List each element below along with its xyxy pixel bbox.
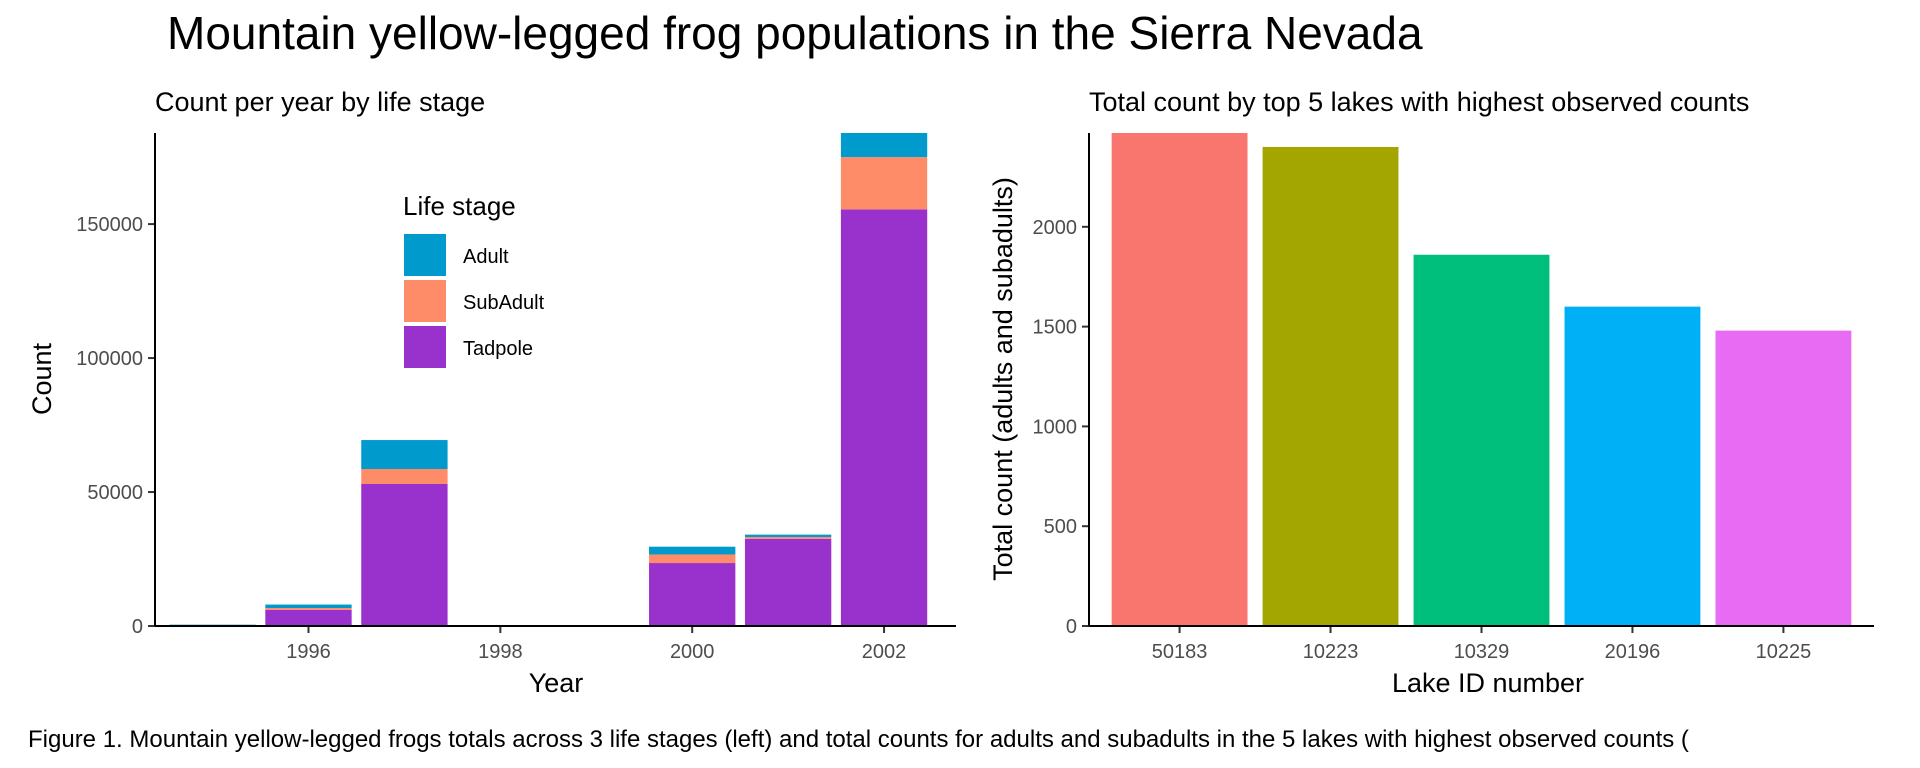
bar-2002-tadpole [840, 209, 928, 626]
left-chart-x-ticks: 1996 1998 2000 2002 [286, 626, 906, 663]
y-tick-label: 0 [132, 616, 143, 638]
bar-1997-adult [361, 440, 448, 469]
y-tick-label: 500 [1044, 516, 1077, 538]
x-tick-label: 2000 [670, 641, 715, 663]
legend-label-subadult: SubAdult [463, 292, 545, 314]
left-chart-x-axis-title: Year [529, 668, 584, 698]
right-chart-x-axis-title: Lake ID number [1392, 668, 1584, 698]
bar-2000-subadult [649, 554, 736, 564]
right-chart-subtitle: Total count by top 5 lakes with highest … [1089, 87, 1749, 117]
y-tick-label: 2000 [1033, 217, 1078, 239]
right-chart-y-axis-title: Total count (adults and subadults) [988, 177, 1018, 581]
left-chart-panel: Count per year by life stage 0 50000 10000… [27, 87, 956, 698]
left-chart-y-ticks: 0 50000 100000 150000 [76, 214, 155, 638]
y-tick-label: 100000 [76, 348, 143, 370]
bar-lake-10225 [1715, 330, 1852, 626]
x-tick-label: 2002 [862, 641, 907, 663]
life-stage-legend: Life stage Adult SubAdult Tadpole [403, 191, 545, 368]
y-tick-label: 1000 [1033, 416, 1078, 438]
left-chart-subtitle: Count per year by life stage [155, 87, 485, 117]
left-chart-y-axis-title: Count [27, 342, 57, 415]
legend-label-adult: Adult [463, 246, 509, 268]
figure-title: Mountain yellow-legged frog populations … [167, 7, 1423, 59]
y-tick-label: 50000 [87, 482, 143, 504]
bar-2000-tadpole [649, 563, 736, 626]
x-tick-label: 20196 [1605, 641, 1661, 663]
bar-2001-subadult [744, 537, 832, 539]
bar-2002-subadult [840, 157, 928, 210]
x-tick-label: 1996 [286, 641, 331, 663]
bar-lake-50183 [1111, 133, 1248, 626]
bar-lake-10223 [1262, 146, 1399, 626]
legend-title: Life stage [403, 191, 516, 221]
x-tick-label: 1998 [478, 641, 523, 663]
legend-key-subadult [404, 280, 446, 322]
right-chart-bars [1111, 133, 1852, 626]
bar-2001-tadpole [744, 538, 832, 626]
bar-1996-adult [265, 604, 352, 609]
x-tick-label: 10225 [1756, 641, 1812, 663]
bar-2002-adult [840, 133, 928, 158]
bar-1997-tadpole [361, 483, 448, 626]
right-chart-x-ticks: 50183 10223 10329 20196 10225 [1152, 626, 1811, 663]
right-chart-y-ticks: 0 500 1000 1500 2000 [1033, 217, 1089, 638]
bar-2001-adult [744, 534, 832, 538]
y-tick-label: 150000 [76, 214, 143, 236]
figure-caption: Figure 1. Mountain yellow-legged frogs t… [28, 726, 1689, 753]
bar-1997-subadult [361, 468, 448, 484]
legend-items: Adult SubAdult Tadpole [404, 234, 545, 368]
x-tick-label: 10223 [1303, 641, 1359, 663]
legend-key-adult [404, 234, 446, 276]
y-tick-label: 0 [1066, 616, 1077, 638]
legend-key-tadpole [404, 326, 446, 368]
right-chart-panel: Total count by top 5 lakes with highest … [988, 87, 1874, 698]
legend-label-tadpole: Tadpole [463, 338, 533, 360]
bar-1996-subadult [265, 608, 352, 610]
bar-lake-20196 [1564, 306, 1701, 626]
x-tick-label: 10329 [1454, 641, 1510, 663]
x-tick-label: 50183 [1152, 641, 1208, 663]
left-chart-bars [169, 133, 928, 626]
y-tick-label: 1500 [1033, 317, 1078, 339]
bar-1996-tadpole [265, 609, 352, 626]
bar-lake-10329 [1413, 254, 1550, 626]
bar-2000-adult [649, 546, 736, 555]
